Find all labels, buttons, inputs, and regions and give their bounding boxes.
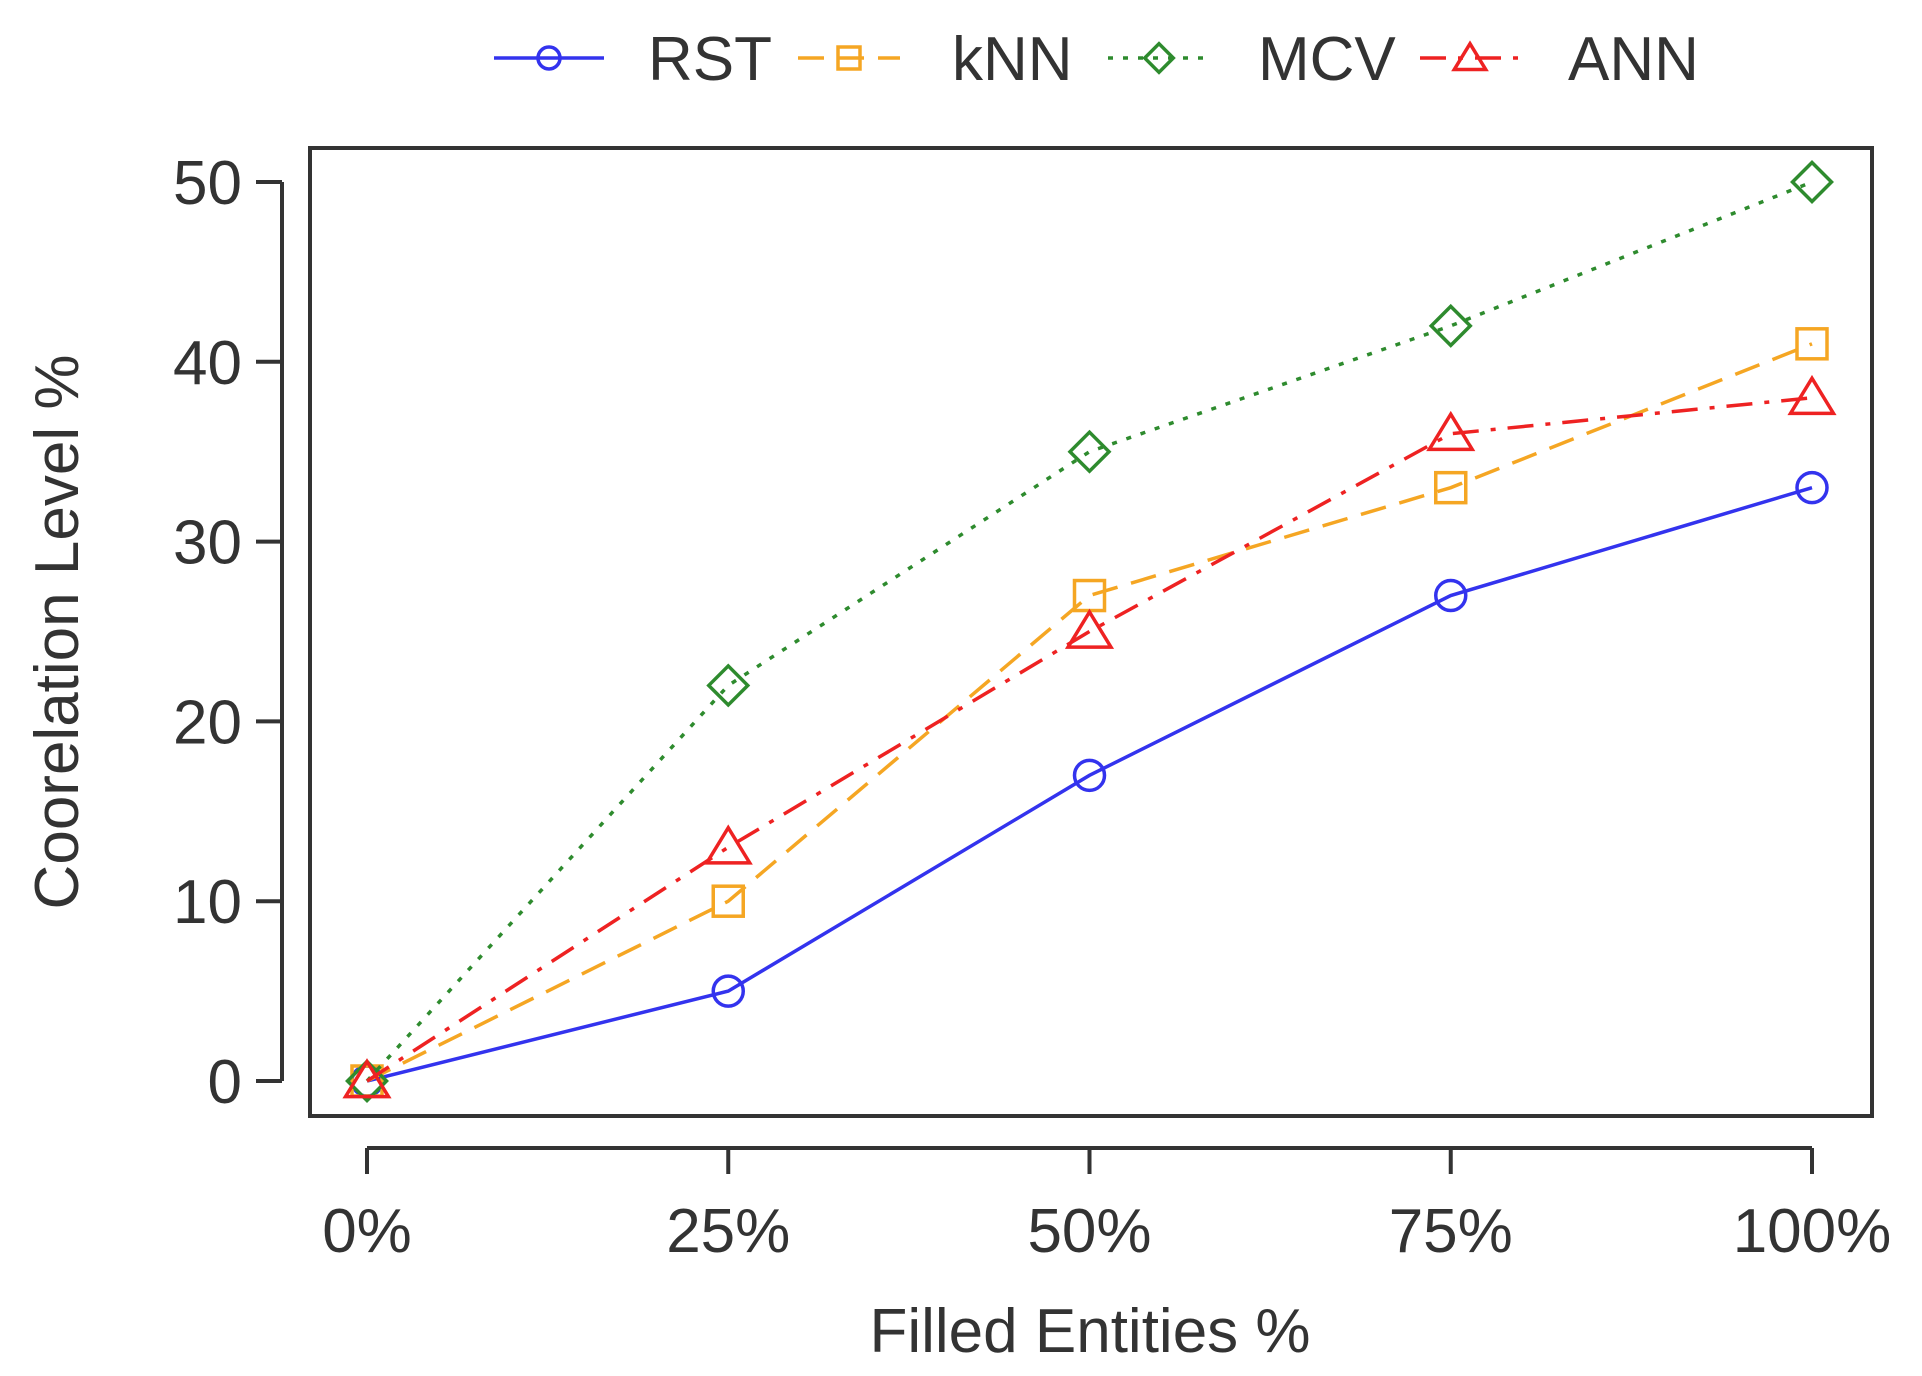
legend-item-rst: RST (494, 25, 772, 94)
series-layer (342, 160, 1837, 1103)
data-point-rst (1795, 470, 1829, 505)
data-point-rst (1434, 578, 1468, 613)
y-tick-label: 0 (208, 1048, 242, 1117)
y-tick-label: 40 (173, 329, 242, 398)
legend-item-mcv: MCV (1108, 25, 1396, 94)
legend-marker-ann (1451, 40, 1489, 72)
legend: RST kNN MCV ANN (494, 25, 1699, 94)
legend-marker-mcv (1142, 41, 1176, 75)
legend-label-ann: ANN (1568, 25, 1699, 94)
x-tick-label: 100% (1733, 1197, 1892, 1266)
series-ann (342, 374, 1837, 1099)
legend-marker-rst (536, 45, 562, 71)
legend-label-knn: kNN (952, 25, 1073, 94)
legend-label-mcv: MCV (1258, 25, 1396, 94)
legend-item-ann: ANN (1420, 25, 1699, 94)
data-point-ann (342, 1058, 392, 1099)
data-point-mcv (706, 663, 751, 708)
series-line-ann (366, 396, 1813, 1083)
data-point-knn (1795, 327, 1829, 361)
x-axis: 0% 25% 50% 75% 100% (322, 1146, 1892, 1266)
series-mcv (345, 160, 1834, 1103)
y-tick-label: 30 (173, 509, 242, 578)
y-axis-title: Coorelation Level % (23, 355, 92, 910)
data-point-knn (1434, 470, 1468, 505)
data-point-mcv (1428, 303, 1473, 348)
x-axis-title: Filled Entities % (869, 1297, 1310, 1366)
data-point-ann (1426, 410, 1476, 452)
data-point-ann (1787, 374, 1837, 416)
y-tick-label: 10 (173, 868, 242, 937)
legend-label-rst: RST (648, 25, 772, 94)
x-tick-label: 50% (1027, 1197, 1151, 1266)
y-tick-label: 20 (173, 688, 242, 757)
data-point-ann (703, 824, 753, 865)
legend-marker-knn (836, 45, 862, 71)
data-point-ann (1064, 608, 1115, 649)
x-tick-label: 0% (322, 1197, 412, 1266)
data-point-rst (1072, 758, 1107, 793)
plot-frame (308, 146, 1874, 1118)
y-tick-label: 50 (173, 149, 242, 218)
series-line-rst (366, 485, 1813, 1083)
data-point-mcv (1790, 160, 1834, 204)
data-point-mcv (1067, 429, 1112, 474)
series-line-mcv (365, 180, 1813, 1083)
series-line-knn (366, 342, 1813, 1083)
data-point-rst (711, 974, 745, 1008)
y-axis: 0 10 20 30 40 50 (173, 149, 284, 1117)
series-knn (350, 327, 1829, 1098)
x-tick-label: 75% (1389, 1197, 1513, 1266)
x-tick-label: 25% (666, 1197, 790, 1266)
legend-item-knn: kNN (798, 25, 1073, 94)
data-point-knn (711, 884, 745, 918)
series-rst (350, 470, 1829, 1098)
